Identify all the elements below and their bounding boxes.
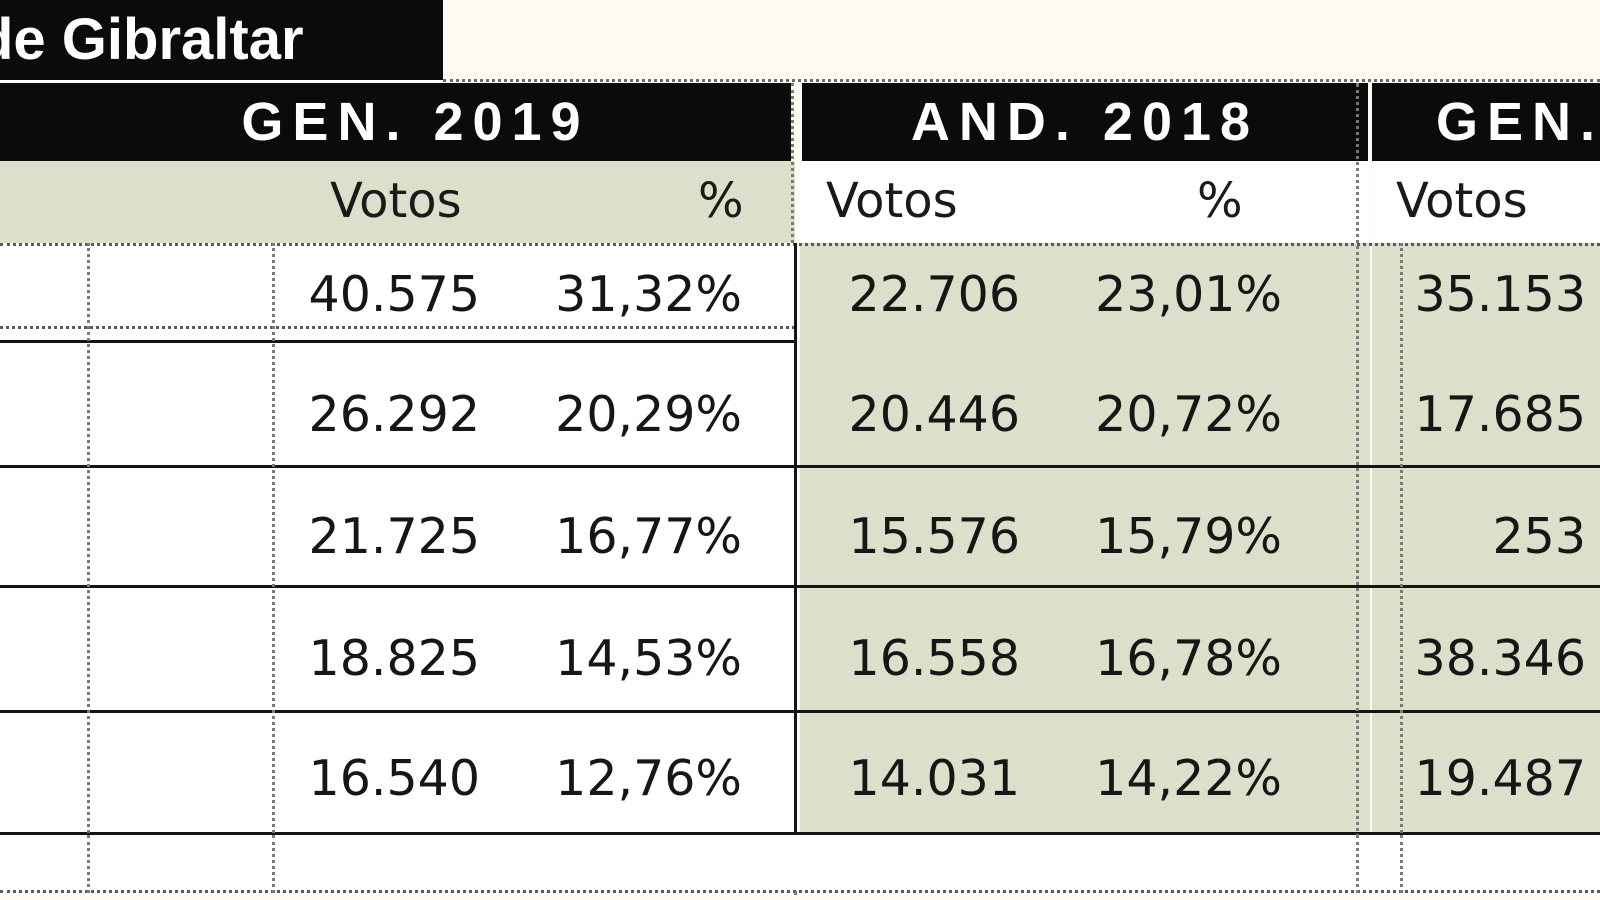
column-header-votos: Votos: [1396, 173, 1528, 229]
section-header-gen-2019: GEN. 2019: [0, 83, 791, 161]
cell-votos: 21.725: [308, 508, 480, 565]
row-divider: [0, 326, 795, 329]
cell-votos: 17.685: [1414, 386, 1586, 443]
cell-votos: 16.558: [848, 630, 1020, 687]
column-divider: [87, 835, 90, 893]
divider: [443, 79, 1600, 82]
column-divider: [272, 243, 275, 893]
cell-votos: 20.446: [848, 386, 1020, 443]
cell-percent: 16,77%: [555, 508, 742, 565]
column-heading-band: [1372, 161, 1600, 243]
cell-percent: 12,76%: [555, 750, 742, 807]
row-divider: [0, 710, 1600, 713]
table-body-gen: [1372, 243, 1600, 835]
cell-percent: 20,29%: [555, 386, 742, 443]
cell-votos: 38.346: [1414, 630, 1586, 687]
column-header-percent: %: [1197, 173, 1243, 229]
row-divider: [0, 465, 1600, 468]
cell-votos: 16.540: [308, 750, 480, 807]
table-title: de Gibraltar: [0, 0, 443, 80]
cell-votos: 19.487: [1414, 750, 1586, 807]
column-header-percent: %: [698, 173, 744, 229]
cell-votos: 15.576: [848, 508, 1020, 565]
empty-row: [0, 835, 1600, 890]
column-header-votos: Votos: [330, 173, 462, 229]
row-divider: [0, 585, 1600, 588]
cell-percent: 15,79%: [1095, 508, 1282, 565]
section-header-and-2018: AND. 2018: [802, 83, 1368, 161]
column-divider: [1356, 835, 1359, 893]
column-header-votos: Votos: [826, 173, 958, 229]
column-divider: [1400, 835, 1403, 893]
cell-percent: 23,01%: [1095, 266, 1282, 323]
column-heading-band: [800, 161, 1370, 243]
column-divider: [272, 835, 275, 893]
row-divider: [0, 243, 1600, 246]
column-divider: [791, 83, 794, 243]
column-divider: [794, 243, 797, 835]
column-divider: [1356, 83, 1359, 893]
cell-percent: 20,72%: [1095, 386, 1282, 443]
cell-votos: 14.031: [848, 750, 1020, 807]
cell-votos: 35.153: [1414, 266, 1586, 323]
cell-votos: 26.292: [308, 386, 480, 443]
cell-votos: 253: [1492, 508, 1586, 565]
cell-percent: 31,32%: [555, 266, 742, 323]
cell-votos: 22.706: [848, 266, 1020, 323]
table-body-and-2018: [800, 243, 1370, 835]
row-divider: [0, 890, 1600, 893]
cell-votos: 18.825: [308, 630, 480, 687]
cell-percent: 14,22%: [1095, 750, 1282, 807]
cell-percent: 14,53%: [555, 630, 742, 687]
column-heading-band: [0, 161, 795, 243]
section-header-gen: GEN.: [1372, 83, 1600, 161]
row-divider: [0, 832, 1600, 835]
column-divider: [1400, 243, 1403, 893]
row-divider: [0, 340, 795, 343]
column-divider: [87, 243, 90, 893]
cell-percent: 16,78%: [1095, 630, 1282, 687]
cell-votos: 40.575: [308, 266, 480, 323]
